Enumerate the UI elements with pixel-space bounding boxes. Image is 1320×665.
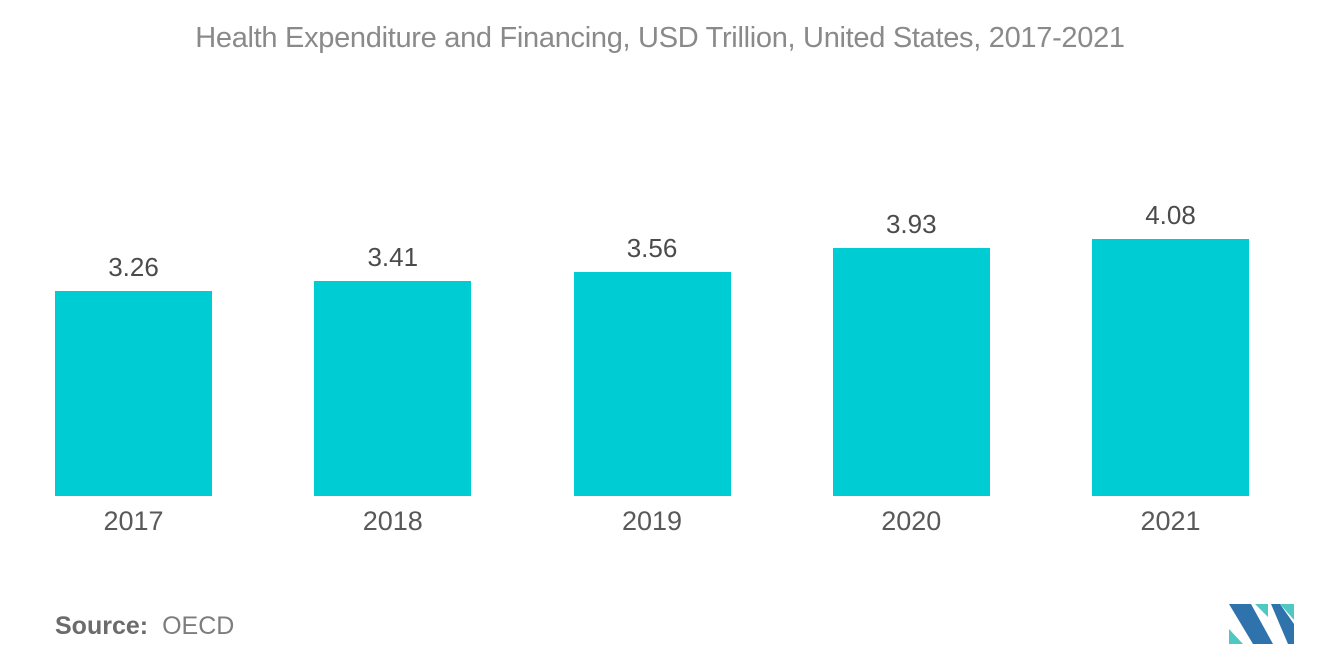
- bar-value-label: 3.26: [108, 252, 159, 283]
- x-axis-label: 2018: [362, 506, 423, 536]
- x-axis-labels-row: 2017 2018 2019 2020 2021: [0, 506, 1320, 537]
- bar-value-label: 3.41: [367, 242, 419, 273]
- logo-right-diagonal: [1271, 604, 1294, 644]
- bar-group: 3.93: [832, 209, 990, 496]
- bar-group: 4.08: [1092, 200, 1249, 496]
- bar: [832, 248, 990, 496]
- bar-group: 3.56: [573, 233, 731, 496]
- bar: [573, 272, 731, 496]
- x-axis-label: 2021: [1140, 506, 1201, 536]
- bar-value-label: 3.93: [885, 209, 937, 240]
- bar-chart-plot-area: 3.26 3.41 3.56 3.93 4.08: [55, 200, 1249, 496]
- bar-group: 3.41: [314, 242, 472, 496]
- source-line: Source: OECD: [55, 612, 234, 641]
- mordor-intelligence-logo: [1222, 600, 1298, 648]
- logo-bottom-left-triangle: [1229, 629, 1243, 644]
- logo-top-right-triangle: [1280, 604, 1294, 620]
- bar: [1092, 239, 1249, 496]
- x-axis-label: 2017: [103, 506, 164, 536]
- x-axis-label: 2019: [621, 506, 683, 536]
- logo-left-diagonal: [1229, 604, 1273, 644]
- source-label: Source:: [55, 612, 149, 640]
- logo-middle-triangle: [1255, 604, 1268, 617]
- bar-value-label: 3.56: [626, 233, 678, 264]
- bar: [55, 291, 212, 496]
- bar-group: 3.26: [55, 252, 212, 496]
- chart-title: Health Expenditure and Financing, USD Tr…: [195, 22, 1125, 54]
- bar: [314, 281, 472, 496]
- x-axis-label: 2020: [881, 506, 942, 536]
- source-value: OECD: [162, 612, 235, 640]
- bar-value-label: 4.08: [1145, 200, 1196, 231]
